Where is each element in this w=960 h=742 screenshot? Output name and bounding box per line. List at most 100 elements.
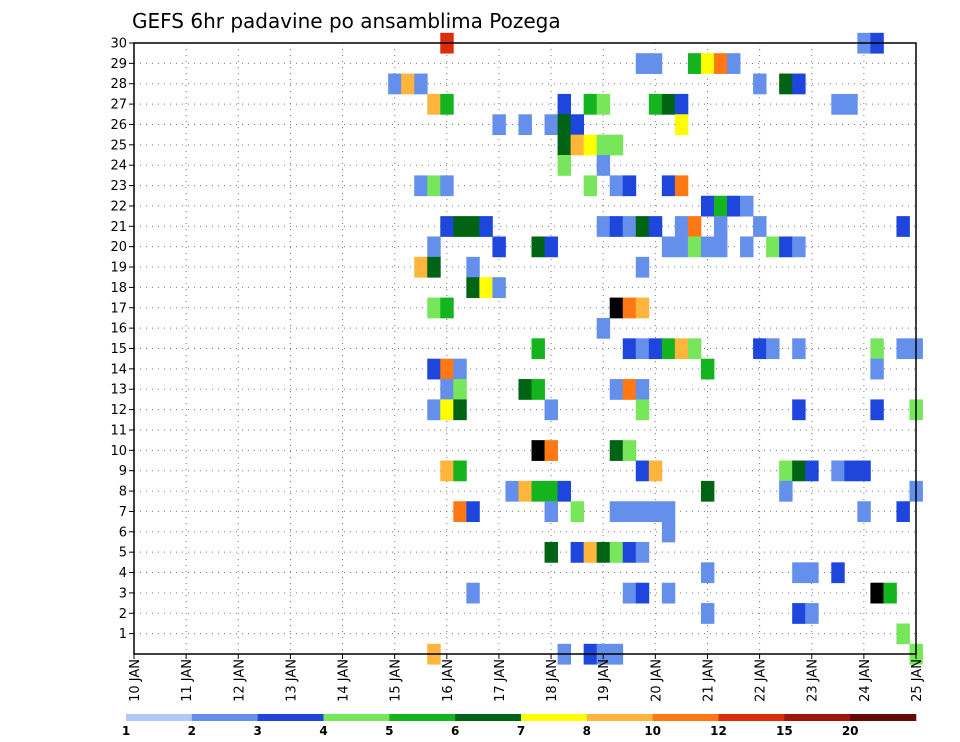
precip-cell — [427, 175, 441, 197]
precip-cell — [635, 256, 650, 278]
x-tick-label: 10 JAN — [128, 659, 143, 702]
precip-cell — [531, 440, 545, 461]
precip-cell — [896, 501, 910, 523]
precip-cell — [700, 358, 715, 380]
precip-cell — [713, 216, 728, 237]
precip-cell — [570, 134, 585, 156]
precip-cell — [831, 93, 845, 115]
colorbar-swatch — [718, 714, 785, 721]
precip-cell — [740, 195, 754, 217]
precip-cell — [440, 297, 454, 319]
x-tick-label: 18 JAN — [545, 659, 560, 702]
precip-cell — [453, 216, 467, 237]
x-tick-label: 22 JAN — [754, 659, 769, 702]
precip-cell — [635, 379, 650, 400]
colorbar-label: 12 — [710, 724, 727, 738]
precip-cell — [779, 236, 793, 258]
precip-cell — [805, 562, 819, 584]
precip-cell — [779, 480, 793, 502]
y-tick-label: 21 — [110, 220, 127, 235]
y-tick-label: 3 — [119, 586, 127, 601]
y-tick-label: 4 — [119, 566, 127, 581]
precip-cell — [622, 440, 637, 461]
precip-cell — [596, 317, 611, 339]
precip-cell — [414, 73, 428, 95]
precip-cell — [531, 236, 545, 258]
precip-cell — [648, 501, 663, 523]
precip-cell — [648, 216, 663, 237]
precip-cell — [557, 155, 572, 176]
precip-cell — [414, 256, 428, 278]
precip-cell — [479, 277, 493, 298]
precip-cell — [427, 256, 441, 278]
colorbar-swatch — [586, 714, 653, 721]
y-tick-label: 22 — [110, 199, 127, 214]
y-tick-label: 2 — [119, 607, 127, 622]
precip-cell — [531, 379, 545, 400]
precip-cell — [544, 114, 558, 136]
precip-cell — [531, 338, 545, 360]
y-axis: 1234567891011121314151617181920212223242… — [110, 37, 134, 642]
precip-cell — [635, 541, 650, 563]
x-tick-label: 20 JAN — [649, 659, 664, 702]
precip-cell — [492, 236, 506, 258]
precip-cell — [870, 358, 884, 380]
y-tick-label: 5 — [119, 546, 127, 561]
precip-cell — [648, 460, 663, 482]
precip-cell — [740, 236, 754, 258]
y-tick-label: 18 — [110, 281, 127, 296]
precip-cell — [635, 216, 650, 237]
precip-cell — [427, 358, 441, 380]
y-tick-label: 28 — [110, 77, 127, 92]
colorbar-swatch — [126, 714, 193, 721]
precip-cell — [414, 175, 428, 197]
precip-cell — [544, 501, 558, 523]
y-tick-label: 27 — [110, 98, 127, 113]
colorbar-swatch — [521, 714, 588, 721]
colorbar-swatch — [455, 714, 522, 721]
precip-cell — [596, 134, 611, 156]
precip-cell — [700, 53, 715, 74]
x-axis: 10 JAN 11 JAN 12 JAN 13 JAN 14 JAN 15 JAN 16 J… — [128, 654, 925, 702]
precip-cell — [609, 501, 624, 523]
precip-cell — [766, 236, 780, 258]
precip-cell — [596, 93, 611, 115]
y-tick-label: 16 — [110, 322, 127, 337]
precip-cell — [635, 582, 650, 604]
precip-cell — [544, 480, 558, 502]
precip-cell — [479, 216, 493, 237]
colorbar-label: 7 — [517, 724, 525, 738]
colorbar-label: 4 — [319, 724, 327, 738]
precip-cell — [700, 236, 715, 258]
y-tick-label: 10 — [110, 444, 127, 459]
x-tick-label: 23 JAN — [806, 659, 821, 702]
precip-cell — [674, 338, 689, 360]
precip-cell — [427, 93, 441, 115]
precip-cell — [883, 582, 897, 604]
colorbar-label: 6 — [451, 724, 459, 738]
y-tick-label: 11 — [110, 423, 127, 438]
precip-cell — [687, 53, 702, 74]
precip-cell — [622, 338, 637, 360]
precip-cell — [609, 379, 624, 400]
x-tick-label: 11 JAN — [180, 659, 195, 702]
y-tick-label: 19 — [110, 261, 127, 276]
precip-cell — [518, 114, 532, 136]
precip-cell — [440, 399, 454, 421]
y-tick-label: 14 — [110, 362, 127, 377]
precip-cell — [570, 501, 585, 523]
x-tick-label: 21 JAN — [701, 659, 716, 702]
colorbar-legend: 1 2 3 4 5 6 7 8 10 12 15 20 — [122, 714, 917, 738]
precip-cell — [870, 399, 884, 421]
colorbar-label: 8 — [583, 724, 591, 738]
precip-cell — [466, 256, 480, 278]
precip-cell — [687, 338, 702, 360]
x-tick-label: 15 JAN — [389, 659, 404, 702]
precip-cell — [661, 582, 676, 604]
precip-cell — [674, 216, 689, 237]
y-tick-label: 8 — [119, 485, 127, 500]
precip-cell — [792, 399, 806, 421]
precip-cell — [596, 155, 611, 176]
colorbar-swatch — [389, 714, 456, 721]
